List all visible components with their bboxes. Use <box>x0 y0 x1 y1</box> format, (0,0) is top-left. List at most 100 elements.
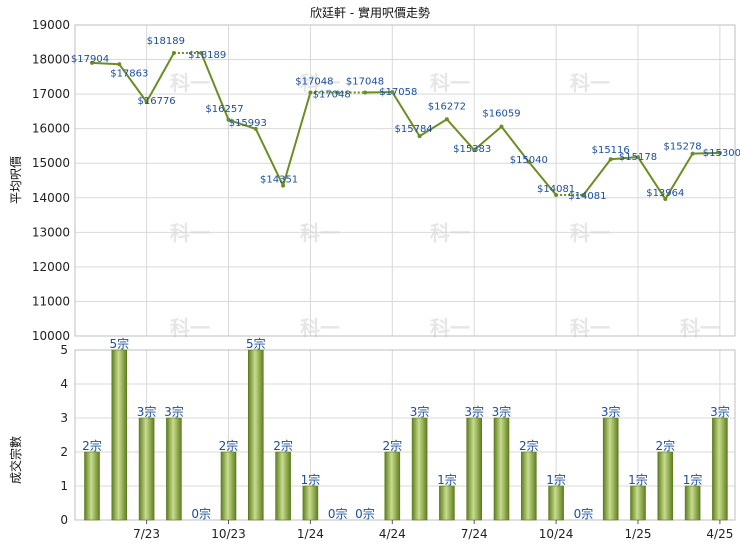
price-plot-frame <box>74 24 736 337</box>
volume-bar-label: 5宗 <box>246 336 266 351</box>
price-line-segment <box>391 91 421 137</box>
volume-bar <box>384 451 401 521</box>
price-y-tick-label: 13000 <box>32 225 70 239</box>
volume-bar <box>439 485 455 521</box>
volume-bar <box>466 417 483 521</box>
price-line-segment <box>282 92 312 186</box>
price-point-label: $15278 <box>664 142 702 153</box>
price-point <box>363 90 367 95</box>
volume-bar <box>248 349 264 521</box>
watermark-mark: 科一 <box>570 221 610 245</box>
x-tick-label: 10/24 <box>539 527 574 541</box>
volume-bar-label: 0宗 <box>328 506 348 521</box>
x-axis-ticks: 7/23 10/23 1/24 4/24 7/24 10/24 1/25 4/25 <box>133 520 733 541</box>
volume-bar-label: 2宗 <box>655 438 675 453</box>
watermark-mark: 科一 <box>170 221 210 245</box>
volume-bars <box>84 349 728 521</box>
volume-y-tick-label: 0 <box>60 513 68 527</box>
price-y-tick-label: 12000 <box>32 260 70 274</box>
price-line-segment <box>582 158 612 196</box>
volume-bar-label: 1宗 <box>628 472 648 487</box>
price-y-tick-label: 16000 <box>32 122 70 136</box>
price-point <box>90 60 94 65</box>
volume-bar <box>111 349 128 521</box>
price-point-label: $16272 <box>428 101 466 112</box>
volume-bar-label: 3宗 <box>137 404 157 419</box>
price-point-label: $15300 <box>703 148 740 159</box>
volume-y-ticks: 0 1 2 3 4 5 <box>60 343 68 527</box>
volume-bar <box>411 417 428 521</box>
volume-bar-label: 0宗 <box>574 506 594 521</box>
price-point-label: $17904 <box>71 54 109 65</box>
volume-bar-label: 2宗 <box>82 438 102 453</box>
price-point <box>690 151 695 156</box>
price-line-segment <box>664 153 694 200</box>
volume-y-tick-label: 3 <box>60 411 68 425</box>
price-point-labels: $17904$17863 $16776 $18189$18189 $16257 $159… <box>71 36 740 202</box>
volume-bar <box>602 417 619 521</box>
price-point-label: $17058 <box>379 87 417 98</box>
price-line-segment <box>91 61 120 66</box>
volume-y-tick-label: 5 <box>60 343 68 357</box>
price-point <box>117 62 122 67</box>
volume-bar-label: 2宗 <box>273 438 293 453</box>
price-point-label: $15993 <box>229 118 267 129</box>
price-y-tick-label: 18000 <box>32 53 70 67</box>
price-line-segment <box>473 125 503 151</box>
volume-bar-label: 1宗 <box>683 472 703 487</box>
price-y-axis-label: 平均呎價 <box>9 156 23 204</box>
x-tick-label: 4/25 <box>706 527 733 541</box>
price-point <box>663 197 668 202</box>
price-y-tick-label: 11000 <box>32 294 70 308</box>
price-line-series <box>90 51 722 202</box>
volume-y-tick-label: 1 <box>60 479 68 493</box>
price-line-segment <box>446 118 475 151</box>
volume-bar-labels: 2宗 5宗 3宗 3宗 0宗 2宗 5宗 2宗 1宗 0宗 0宗 2宗 3宗 1宗 3宗 3宗 2宗 1宗 0宗 3宗… <box>82 336 730 521</box>
price-point-label: $18189 <box>188 50 226 61</box>
price-point-label: $18189 <box>147 36 185 47</box>
volume-bar <box>657 451 674 521</box>
price-point-label: $16776 <box>138 96 176 107</box>
price-point-label: $14351 <box>260 175 298 186</box>
price-line-segment <box>528 161 557 196</box>
price-point <box>526 159 531 164</box>
price-y-tick-label: 15000 <box>32 156 70 170</box>
price-line-segment <box>419 118 448 137</box>
x-tick-label: 1/25 <box>625 527 652 541</box>
volume-y-tick-label: 4 <box>60 377 68 391</box>
price-point <box>581 192 586 197</box>
volume-bar <box>712 417 728 521</box>
price-line-segment <box>637 156 667 200</box>
volume-bar <box>630 485 646 521</box>
price-line-segment <box>228 118 257 130</box>
volume-bar-label: 2宗 <box>219 438 239 453</box>
volume-bar-label: 1宗 <box>301 472 321 487</box>
volume-bar <box>275 451 291 521</box>
price-point-label: $17048 <box>295 76 333 87</box>
price-point <box>472 147 477 152</box>
price-y-tick-label: 19000 <box>32 18 70 32</box>
volume-bar <box>138 417 155 521</box>
watermark-mark: 科一 <box>170 71 210 95</box>
volume-bar <box>220 451 237 521</box>
price-line-segment <box>200 52 230 121</box>
volume-bar <box>684 485 701 521</box>
volume-bar-label: 1宗 <box>546 472 566 487</box>
volume-bar-label: 1宗 <box>437 472 457 487</box>
price-line-segment <box>145 52 175 103</box>
price-y-ticks: 10000 11000 12000 13000 14000 15000 16000 17000… <box>32 18 70 343</box>
volume-bar-label: 3宗 <box>492 404 512 419</box>
price-point-label: $17048 <box>313 89 351 100</box>
price-point-label: $14081 <box>568 191 606 202</box>
volume-bar <box>166 417 182 521</box>
chart-title: 欣廷軒 - 實用呎價走勢 <box>310 5 430 20</box>
price-connectors <box>173 52 584 196</box>
volume-bar-label: 0宗 <box>355 506 375 521</box>
price-point-label: $14081 <box>537 184 575 195</box>
price-point-label: $17863 <box>110 68 148 79</box>
x-tick-label: 1/24 <box>297 527 324 541</box>
price-point <box>171 51 176 56</box>
volume-bar-label: 3宗 <box>601 404 621 419</box>
